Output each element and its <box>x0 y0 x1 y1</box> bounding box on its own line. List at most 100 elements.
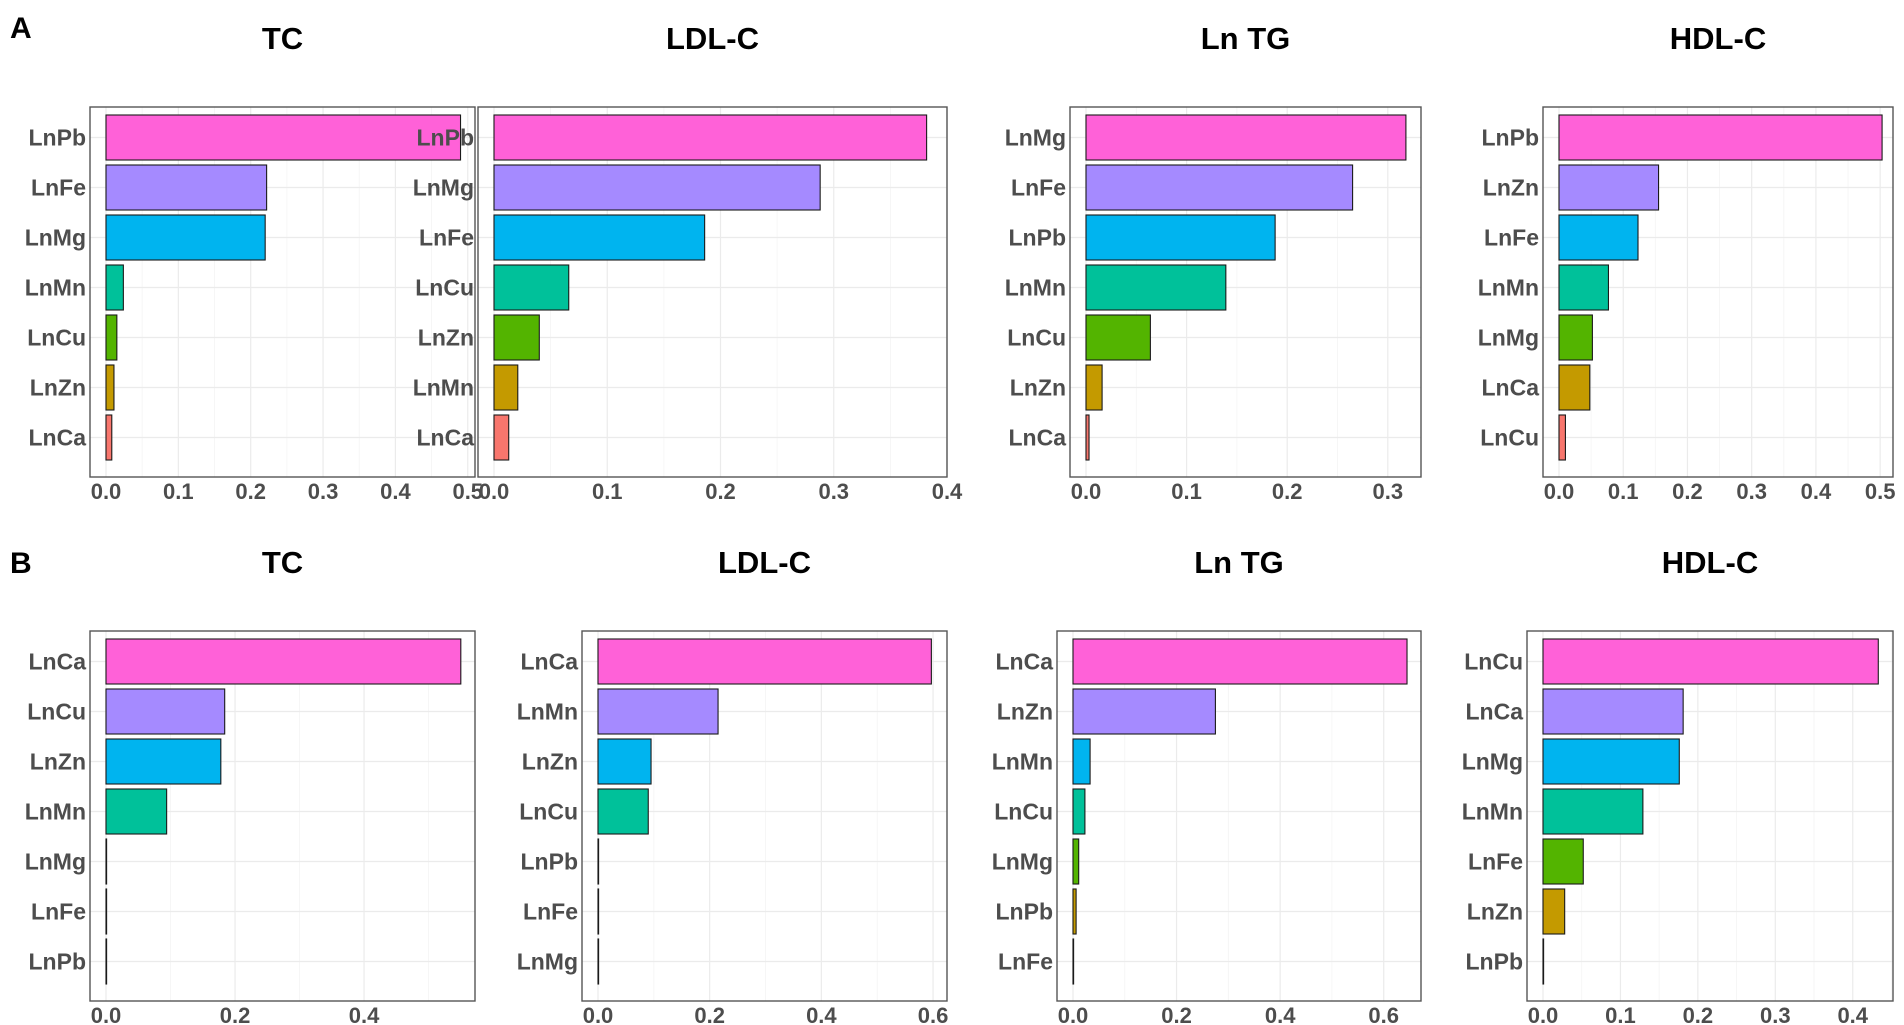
category-label: LnMg <box>517 949 578 975</box>
bar-LnZn <box>105 364 115 411</box>
plot-frame <box>1542 106 1894 478</box>
bar-LnCu <box>493 264 570 311</box>
bar-LnMn <box>105 788 168 835</box>
category-label: LnCa <box>521 649 579 675</box>
category-label: LnMn <box>1478 275 1539 301</box>
bar-LnMn <box>105 264 124 311</box>
bar-LnCu <box>1072 788 1086 835</box>
category-label: LnCa <box>29 649 87 675</box>
bar-LnPb <box>1085 214 1276 261</box>
bar-LnMn <box>597 688 719 735</box>
plot-frame <box>89 630 476 1002</box>
bar-LnCa <box>1558 364 1591 411</box>
bar-LnMn <box>1072 738 1091 785</box>
x-tick-label: 0.3 <box>818 479 849 504</box>
x-tick-label: 0.0 <box>1544 479 1575 504</box>
category-label: LnFe <box>1484 225 1539 251</box>
bar-LnMg <box>493 164 821 211</box>
category-label: LnZn <box>418 325 474 351</box>
category-label: LnZn <box>30 749 86 775</box>
bar-LnFe <box>1085 164 1354 211</box>
x-tick-label: 0.2 <box>705 479 736 504</box>
bar-LnZn <box>1558 164 1660 211</box>
bar-LnCa <box>597 638 932 685</box>
bar-LnFe <box>493 214 706 261</box>
category-label: LnCa <box>1466 699 1524 725</box>
bar-LnCu <box>1085 314 1151 361</box>
bar-LnZn <box>1085 364 1103 411</box>
bar-LnCu <box>597 788 649 835</box>
chart-6: LDL-C LnCa LnMn LnZn LnCu LnPb LnFe LnMg 0.0 0.2 0… <box>517 545 949 1025</box>
category-label: LnMn <box>413 375 474 401</box>
category-label: LnMg <box>413 175 474 201</box>
plot-frame <box>477 106 948 478</box>
plot-frame <box>1069 106 1422 478</box>
x-tick-label: 0.0 <box>1528 1003 1559 1025</box>
bar-LnPb <box>1542 938 1545 985</box>
category-label: LnPb <box>29 949 87 975</box>
category-label: LnPb <box>1466 949 1524 975</box>
bar-LnMg <box>1558 314 1593 361</box>
bar-LnMg <box>1085 114 1407 161</box>
x-tick-label: 0.6 <box>1368 1003 1399 1025</box>
category-label: LnFe <box>998 949 1053 975</box>
category-label: LnCu <box>415 275 474 301</box>
category-label: LnFe <box>31 899 86 925</box>
bar-LnMn <box>493 364 519 411</box>
category-label: LnMg <box>1478 325 1539 351</box>
x-tick-label: 0.4 <box>1265 1003 1296 1025</box>
category-label: LnFe <box>419 225 474 251</box>
bar-LnMn <box>1542 788 1644 835</box>
category-label: LnPb <box>417 125 475 151</box>
category-label: LnCa <box>1009 425 1067 451</box>
x-tick-label: 0.2 <box>1683 1003 1714 1025</box>
charts-container: TC LnPb LnFe LnMg LnMn LnCu LnZn LnCa 0.0 0.1 0.2 0… <box>25 21 1896 1025</box>
bar-LnFe <box>105 164 268 211</box>
x-tick-label: 0.0 <box>1058 1003 1089 1025</box>
bar-LnCa <box>1542 688 1684 735</box>
category-label: LnCa <box>417 425 475 451</box>
category-label: LnPb <box>1482 125 1540 151</box>
chart-2: LDL-C LnPb LnMg LnFe LnCu LnZn LnMn LnCa 0.0 0.1 0… <box>413 21 963 504</box>
plot-frame <box>1056 630 1422 1002</box>
x-tick-label: 0.2 <box>1272 479 1303 504</box>
x-tick-label: 0.5 <box>452 479 483 504</box>
category-label: LnZn <box>1483 175 1539 201</box>
chart-3: Ln TG LnMg LnFe LnPb LnMn LnCu LnZn LnCa 0.0 0.1 0… <box>1005 21 1422 504</box>
category-label: LnMn <box>25 275 86 301</box>
category-label: LnCa <box>996 649 1054 675</box>
plot-frame <box>1526 630 1894 1002</box>
category-label: LnCa <box>29 425 87 451</box>
bar-LnPb <box>493 114 928 161</box>
x-tick-label: 0.3 <box>1736 479 1767 504</box>
x-tick-label: 0.1 <box>592 479 623 504</box>
bar-LnFe <box>1558 214 1639 261</box>
bar-LnFe <box>597 888 600 935</box>
category-label: LnMg <box>1005 125 1066 151</box>
x-tick-label: 0.6 <box>918 1003 949 1025</box>
x-tick-label: 0.4 <box>1801 479 1832 504</box>
category-label: LnCu <box>27 699 86 725</box>
panel-letter-b: B <box>10 547 32 580</box>
category-label: LnCu <box>1007 325 1066 351</box>
x-tick-label: 0.4 <box>932 479 963 504</box>
bar-LnCa <box>105 638 462 685</box>
x-tick-label: 0.2 <box>220 1003 251 1025</box>
category-label: LnCu <box>519 799 578 825</box>
category-label: LnMg <box>25 225 86 251</box>
category-label: LnMn <box>25 799 86 825</box>
chart-title: Ln TG <box>1201 21 1291 56</box>
bar-LnCa <box>1085 414 1090 461</box>
category-label: LnZn <box>1010 375 1066 401</box>
bar-LnFe <box>1542 838 1584 885</box>
category-label: LnPb <box>1009 225 1067 251</box>
bar-LnMg <box>597 938 600 985</box>
bar-LnPb <box>105 114 462 161</box>
x-tick-label: 0.3 <box>1373 479 1404 504</box>
bar-LnCu <box>105 688 226 735</box>
chart-title: Ln TG <box>1194 545 1284 580</box>
chart-title: HDL-C <box>1670 21 1766 56</box>
category-label: LnCu <box>1464 649 1523 675</box>
bar-LnPb <box>1558 114 1883 161</box>
category-label: LnMg <box>992 849 1053 875</box>
